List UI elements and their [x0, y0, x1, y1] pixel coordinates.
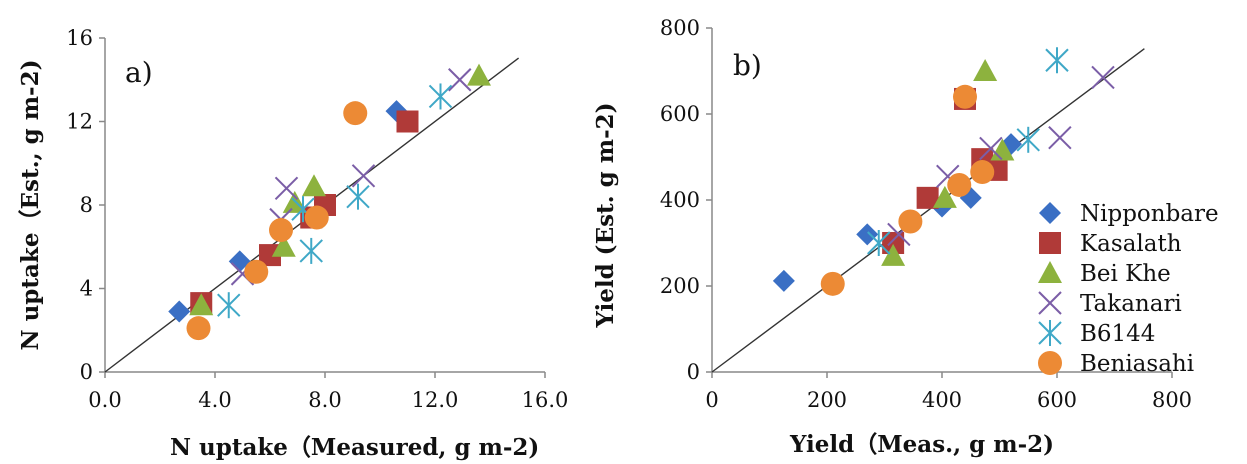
data-point-kasalath [259, 244, 281, 267]
panel-a-points [168, 63, 491, 341]
data-point-beniasahi [970, 160, 995, 185]
data-point-bei-khe [973, 59, 998, 81]
panel-a-label: a) [125, 56, 153, 89]
data-point-bei-khe [189, 293, 214, 316]
data-point-beniasahi [304, 205, 329, 230]
y-tick-label: 600 [660, 102, 700, 126]
data-point-bei-khe [271, 234, 296, 257]
x-tick-label: 800 [1152, 388, 1192, 412]
data-point-beniasahi [947, 172, 972, 197]
data-point-kasalath [396, 110, 419, 133]
y-tick-label: 4 [80, 277, 93, 301]
data-point-b6144 [867, 230, 891, 256]
legend-label: Bei Khe [1080, 261, 1171, 287]
y-tick-label: 8 [80, 193, 93, 217]
legend-label: B6144 [1080, 321, 1155, 347]
data-point-nipponbare [168, 300, 191, 323]
y-tick-label: 0 [80, 360, 93, 384]
legend-item-nipponbare: Nipponbare [1039, 201, 1219, 227]
legend: Nipponbare Kasalath Bei Khe Takanari B6144 Be… [1038, 201, 1219, 377]
panel-a-chart: a) N uptake（Measured, g m-2) N uptake（Es… [17, 26, 568, 461]
legend-item-beniasahi: Beniasahi [1038, 351, 1194, 377]
data-point-beniasahi [343, 101, 368, 126]
x-tick-label: 200 [807, 388, 847, 412]
x-tick-label: 16.0 [522, 388, 569, 412]
data-point-beniasahi [186, 316, 211, 341]
legend-marker [1039, 202, 1061, 224]
panel-b-x-axis-label: Yield（Meas., g m-2) [789, 431, 1054, 458]
legend-marker [1039, 232, 1061, 254]
panel-b-y-axis-label: Yield (Est. g m-2) [592, 102, 619, 328]
data-point-takanari [448, 68, 472, 92]
x-tick-label: 12.0 [412, 388, 459, 412]
legend-item-takanari: Takanari [1038, 291, 1182, 317]
y-tick-label: 200 [660, 274, 700, 298]
data-point-b6144 [299, 237, 323, 264]
data-point-bei-khe [932, 185, 957, 208]
data-point-b6144 [1045, 47, 1069, 74]
data-point-takanari [1048, 125, 1072, 150]
y-tick-label: 16 [66, 26, 93, 50]
data-point-beniasahi [820, 271, 845, 296]
data-point-bei-khe [302, 174, 326, 197]
legend-label: Nipponbare [1080, 201, 1219, 227]
x-tick-label: 4.0 [198, 388, 231, 412]
data-point-nipponbare [856, 223, 879, 246]
data-point-takanari [274, 176, 299, 201]
legend-item-bei-khe: Bei Khe [1038, 261, 1171, 287]
one-to-one-line [711, 48, 1145, 373]
panel-a-y-axis-label: N uptake（Est., g m-2) [17, 60, 44, 351]
x-tick-label: 400 [922, 388, 962, 412]
legend-marker [1038, 351, 1062, 375]
legend-item-kasalath: Kasalath [1039, 231, 1182, 257]
data-point-b6144 [1016, 126, 1040, 153]
x-tick-label: 8.0 [308, 388, 341, 412]
x-tick-label: 0 [705, 388, 718, 412]
legend-item-b6144: B6144 [1038, 320, 1155, 347]
data-point-kasalath [882, 232, 905, 254]
legend-label: Kasalath [1080, 231, 1182, 257]
data-point-takanari [979, 136, 1003, 161]
panel-b-points [772, 47, 1115, 296]
x-tick-label: 0.0 [88, 388, 121, 412]
y-tick-label: 0 [687, 360, 700, 384]
data-point-b6144 [346, 183, 370, 210]
data-point-bei-khe [881, 243, 906, 266]
panel-a-axes: 0.0 4.0 8.0 12.0 16.0 0 4 8 12 16 [66, 26, 568, 412]
data-point-b6144 [428, 83, 453, 110]
data-point-takanari [1091, 65, 1115, 90]
panel-b-label: b) [733, 49, 762, 82]
y-tick-label: 400 [660, 188, 700, 212]
data-point-beniasahi [898, 209, 923, 234]
data-point-kasalath [916, 186, 939, 209]
legend-marker [1038, 291, 1062, 315]
panel-b-axes: 0 200 400 600 800 0 200 400 600 800 [660, 16, 1192, 412]
legend-marker [1038, 320, 1062, 346]
data-point-beniasahi [244, 259, 269, 284]
data-point-b6144 [217, 292, 241, 319]
x-tick-label: 600 [1037, 388, 1077, 412]
panel-a-x-axis-label: N uptake（Measured, g m-2) [170, 434, 539, 461]
data-point-beniasahi [953, 84, 977, 109]
legend-marker [1038, 261, 1062, 283]
y-tick-label: 12 [66, 110, 93, 134]
legend-label: Takanari [1080, 291, 1182, 317]
data-point-nipponbare [772, 269, 795, 292]
data-point-takanari [351, 164, 376, 188]
panel-b-chart: b) Yield（Meas., g m-2) Yield (Est. g m-2… [592, 16, 1219, 458]
data-point-beniasahi [269, 218, 293, 243]
legend-label: Beniasahi [1080, 351, 1194, 377]
data-point-bei-khe [467, 63, 491, 86]
y-tick-label: 800 [660, 16, 700, 40]
